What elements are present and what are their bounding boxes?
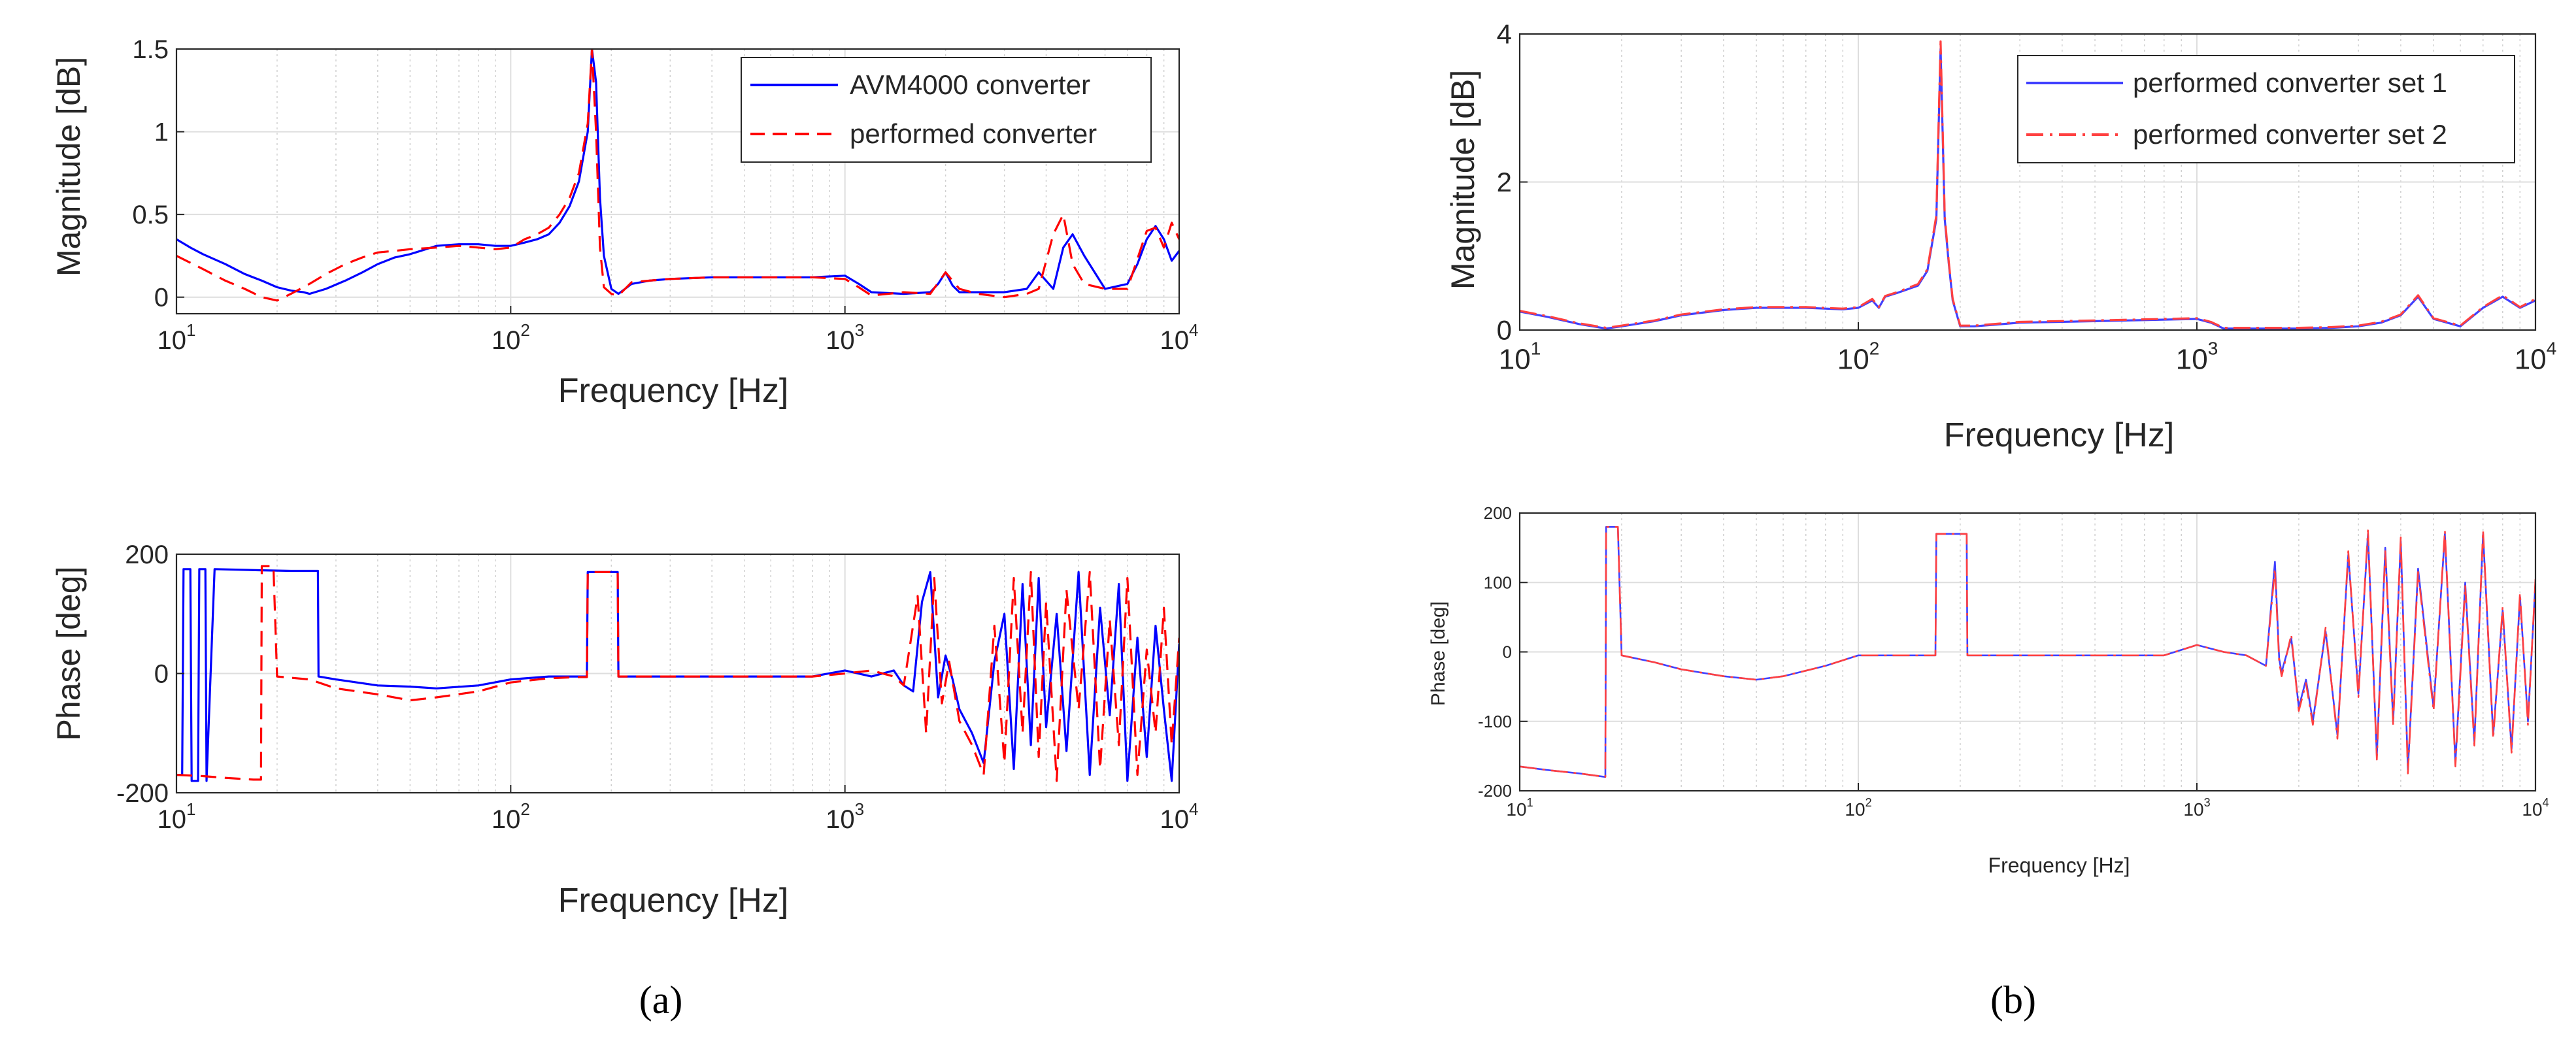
legend-b-label-1: performed converter set 1 (2133, 67, 2447, 98)
y-tick-label: 100 (1484, 573, 1512, 592)
y-tick-label: 0.5 (132, 201, 169, 229)
a-ph-ylabel: Phase [deg] (50, 567, 87, 741)
legend-a-label-2: performed converter (850, 118, 1097, 149)
y-tick-label: 0 (1497, 315, 1512, 346)
x-tick-label: 101 (158, 320, 196, 355)
y-tick-label: 200 (125, 540, 169, 569)
b-mag-ylabel: Magnitude [dB] (1445, 70, 1481, 290)
x-tick-label: 102 (1845, 796, 1871, 820)
series-line-2 (176, 49, 1179, 302)
y-tick-label: -100 (1478, 712, 1512, 731)
x-tick-label: 102 (492, 799, 530, 834)
y-tick-label: 1 (154, 118, 169, 147)
series-line-2 (1520, 40, 2535, 329)
y-tick-label: 2 (1497, 167, 1512, 197)
b-ph-xlabel: Frequency [Hz] (1988, 854, 2130, 877)
x-tick-label: 104 (2515, 338, 2557, 375)
y-tick-label: 0 (154, 660, 169, 689)
x-tick-label: 102 (492, 320, 530, 355)
x-tick-label: 102 (1837, 338, 1880, 375)
y-tick-label: 0 (1503, 642, 1512, 662)
panel-label-a: (a) (639, 978, 683, 1022)
series-line-1 (176, 49, 1179, 295)
x-tick-label: 104 (1160, 320, 1199, 355)
axes-box (175, 48, 1180, 315)
legend-b: performed converter set 1 performed conv… (2017, 55, 2515, 163)
a-mag-ylabel: Magnitude [dB] (50, 57, 87, 276)
b-ph-ylabel: Phase [deg] (1428, 601, 1449, 706)
x-tick-label: 103 (826, 320, 864, 355)
y-tick-label: 200 (1484, 503, 1512, 523)
x-tick-label: 104 (1160, 799, 1199, 834)
x-tick-label: 104 (2522, 796, 2549, 820)
panel-label-b: (b) (1990, 978, 2036, 1022)
b-mag-xlabel: Frequency [Hz] (1944, 416, 2175, 454)
a-mag-xlabel: Frequency [Hz] (558, 372, 789, 410)
x-tick-label: 103 (826, 799, 864, 834)
legend-a: AVM4000 converter performed converter (741, 57, 1152, 163)
y-tick-label: 1.5 (132, 35, 169, 64)
y-tick-label: 4 (1497, 19, 1512, 50)
y-tick-label: 0 (154, 284, 169, 312)
a-ph-xlabel: Frequency [Hz] (558, 882, 789, 920)
x-tick-label: 103 (2183, 796, 2210, 820)
y-tick-label: -200 (116, 779, 169, 808)
y-tick-label: -200 (1478, 781, 1512, 801)
x-tick-label: 103 (2176, 338, 2218, 375)
series-line-2 (1520, 525, 2535, 778)
series-line-2 (176, 565, 1179, 782)
legend-a-label-1: AVM4000 converter (850, 69, 1090, 100)
legend-b-label-2: performed converter set 2 (2133, 119, 2447, 150)
